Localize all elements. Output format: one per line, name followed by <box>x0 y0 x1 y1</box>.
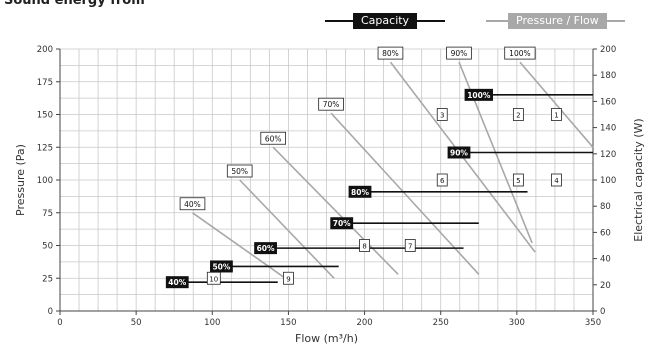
capacity-label-box <box>464 88 493 101</box>
y-tick-label: 175 <box>37 78 53 88</box>
legend-pressure-flow-label: Pressure / Flow <box>508 13 607 29</box>
pressure-flow-label: 40% <box>184 200 201 209</box>
capacity-label-box <box>165 276 189 289</box>
y2-tick-label: 160 <box>600 97 616 107</box>
marker-box <box>283 271 294 285</box>
legend-capacity-line-right <box>417 20 446 22</box>
y-tick-label: 150 <box>37 111 53 121</box>
y-tick-label: 200 <box>37 45 53 55</box>
marker-box <box>206 271 221 285</box>
capacity-label: 80% <box>351 188 369 197</box>
y2-axis-label: Electrical capacity (W) <box>632 118 645 241</box>
capacity-label-box <box>348 185 372 198</box>
capacity-label: 50% <box>212 262 230 271</box>
y2-tick-label: 80 <box>600 202 611 212</box>
pressure-flow-label-box <box>226 164 253 178</box>
x-tick-label: 150 <box>280 318 296 328</box>
capacity-label-box <box>447 146 471 159</box>
legend-capacity-line <box>325 20 353 22</box>
marker-box <box>551 108 562 121</box>
marker-label: 3 <box>440 112 444 120</box>
legend-capacity-label: Capacity <box>353 13 418 29</box>
marker-box <box>551 173 562 187</box>
legend-capacity: Capacity <box>325 13 446 29</box>
legend-pressure-flow-line <box>486 20 508 22</box>
capacity-label: 60% <box>257 244 275 253</box>
y-tick-label: 75 <box>42 209 53 219</box>
marker-label: 7 <box>408 243 412 251</box>
pressure-flow-label: 100% <box>509 49 530 58</box>
marker-label: 10 <box>209 275 218 283</box>
y-tick-label: 125 <box>37 143 53 153</box>
y2-tick-label: 120 <box>600 150 616 160</box>
pressure-flow-curve <box>192 212 286 279</box>
y2-tick-label: 20 <box>600 281 611 291</box>
capacity-label-box <box>210 260 233 273</box>
pressure-flow-label: 60% <box>265 134 282 143</box>
capacity-label-box <box>330 217 354 230</box>
pressure-flow-curve <box>239 179 335 279</box>
x-tick-label: 200 <box>356 318 372 328</box>
y2-tick-label: 60 <box>600 228 611 238</box>
pressure-flow-label: 90% <box>451 49 468 58</box>
marker-label: 4 <box>554 177 559 185</box>
pressure-flow-label: 70% <box>323 100 340 109</box>
y2-tick-label: 40 <box>600 255 611 265</box>
y2-tick-label: 100 <box>600 176 616 186</box>
y-axis-label: Pressure (Pa) <box>14 144 27 216</box>
marker-label: 9 <box>286 275 290 283</box>
marker-label: 8 <box>362 243 366 251</box>
legend-pressure-flow-line-right <box>606 20 625 22</box>
marker-box <box>404 239 416 252</box>
x-tick-label: 250 <box>433 318 449 328</box>
chart-heading: Sound energy from <box>4 0 145 8</box>
x-tick-label: 350 <box>585 318 601 328</box>
x-axis-label: Flow (m³/h) <box>295 332 358 345</box>
x-tick-label: 300 <box>509 318 525 328</box>
capacity-label: 90% <box>450 148 468 157</box>
marker-label: 5 <box>516 177 520 185</box>
pressure-flow-curve <box>272 146 399 275</box>
pressure-flow-label-box <box>377 46 404 60</box>
marker-label: 2 <box>516 112 520 120</box>
legend-pressure-flow: Pressure / Flow <box>486 13 625 29</box>
x-tick-label: 100 <box>204 318 220 328</box>
y2-tick-label: 180 <box>600 71 616 81</box>
marker-label: 1 <box>554 112 558 120</box>
y2-tick-label: 0 <box>600 307 605 317</box>
y-tick-label: 50 <box>42 242 53 252</box>
y2-tick-label: 140 <box>600 124 616 134</box>
y2-tick-label: 200 <box>600 45 616 55</box>
y-tick-label: 100 <box>37 176 53 186</box>
pressure-flow-curve <box>519 61 594 148</box>
marker-box <box>436 173 448 187</box>
x-tick-label: 0 <box>57 318 62 328</box>
marker-box <box>512 108 524 121</box>
marker-box <box>436 108 448 121</box>
y-tick-label: 0 <box>48 307 53 317</box>
capacity-label: 40% <box>168 278 186 287</box>
x-tick-label: 50 <box>131 318 142 328</box>
pressure-flow-label-box <box>446 46 472 60</box>
y-tick-label: 25 <box>42 274 53 284</box>
pressure-flow-label: 80% <box>382 49 399 58</box>
pressure-flow-label: 50% <box>231 167 248 176</box>
capacity-label: 70% <box>333 219 351 228</box>
marker-box <box>359 239 370 252</box>
marker-label: 6 <box>440 177 445 185</box>
pressure-flow-label-box <box>318 97 344 111</box>
pressure-flow-label-box <box>260 131 286 145</box>
pressure-flow-label-box <box>179 197 206 211</box>
capacity-label: 100% <box>467 91 491 100</box>
capacity-label-box <box>254 242 277 255</box>
pressure-flow-label-box <box>504 46 536 60</box>
marker-box <box>512 173 524 187</box>
